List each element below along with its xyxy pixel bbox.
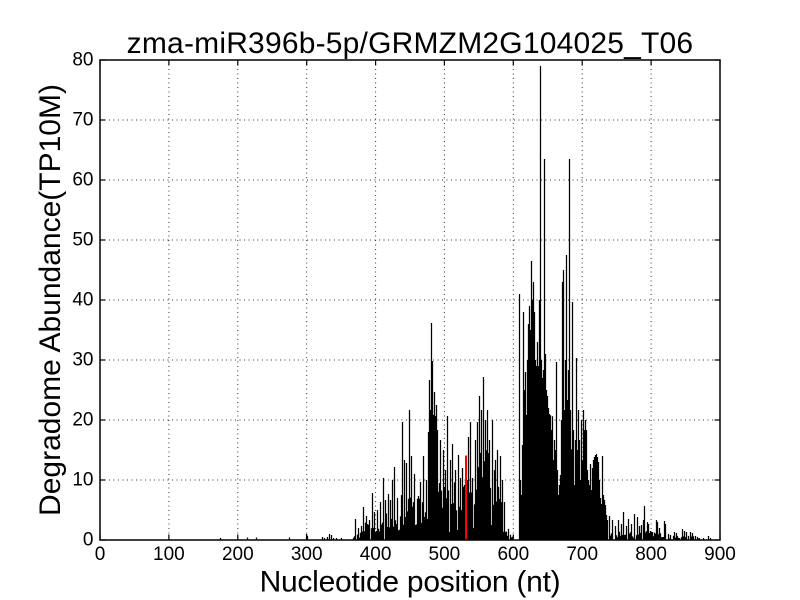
svg-text:80: 80: [72, 50, 93, 71]
svg-text:zma-miR396b-5p/GRMZM2G104025_T: zma-miR396b-5p/GRMZM2G104025_T06: [127, 27, 694, 60]
svg-text:800: 800: [635, 544, 667, 565]
svg-text:60: 60: [72, 170, 93, 191]
svg-text:20: 20: [72, 410, 93, 431]
svg-text:900: 900: [704, 544, 736, 565]
svg-text:400: 400: [360, 544, 392, 565]
svg-text:0: 0: [83, 530, 94, 551]
svg-text:10: 10: [72, 470, 93, 491]
svg-text:200: 200: [222, 544, 254, 565]
svg-text:Nucleotide position (nt): Nucleotide position (nt): [260, 565, 561, 598]
svg-text:40: 40: [72, 290, 93, 311]
svg-text:700: 700: [566, 544, 598, 565]
svg-text:500: 500: [429, 544, 461, 565]
svg-text:Degradome Abundance(TP10M): Degradome Abundance(TP10M): [34, 84, 67, 516]
svg-text:70: 70: [72, 110, 93, 131]
svg-text:300: 300: [291, 544, 323, 565]
svg-text:600: 600: [497, 544, 529, 565]
svg-text:0: 0: [95, 544, 106, 565]
svg-text:100: 100: [153, 544, 185, 565]
svg-text:50: 50: [72, 230, 93, 251]
svg-text:30: 30: [72, 350, 93, 371]
